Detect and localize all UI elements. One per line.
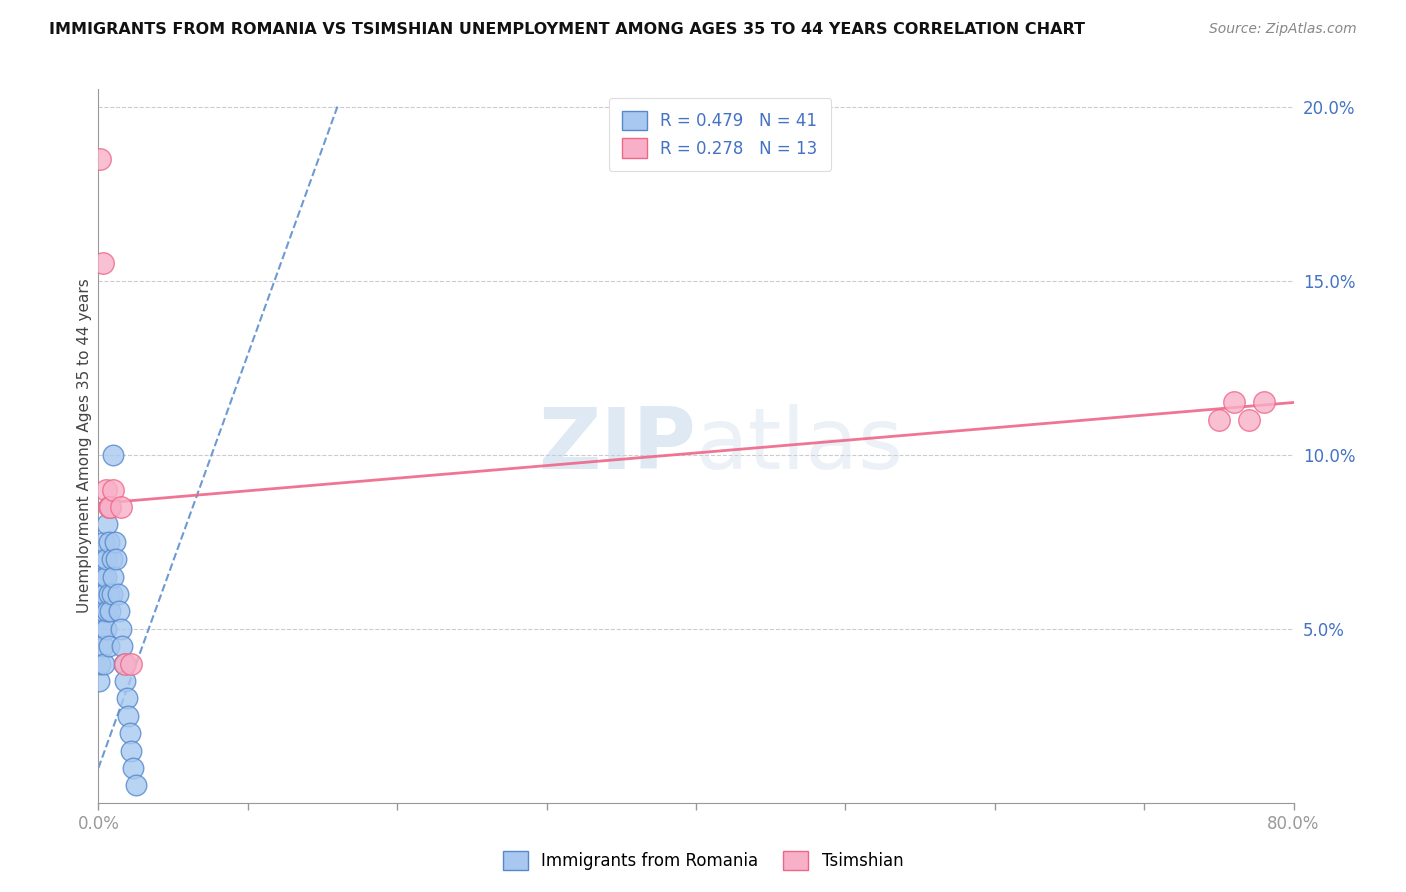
Point <box>115 691 138 706</box>
Point <box>101 552 124 566</box>
Point <box>120 657 142 671</box>
Point <box>121 761 143 775</box>
Text: Source: ZipAtlas.com: Source: ZipAtlas.com <box>1209 22 1357 37</box>
Point <box>103 448 125 462</box>
Point <box>90 552 112 566</box>
Legend: R = 0.479   N = 41, R = 0.278   N = 13: R = 0.479 N = 41, R = 0.278 N = 13 <box>609 97 831 171</box>
Point <box>103 569 125 583</box>
Point <box>91 604 114 618</box>
Point <box>101 587 124 601</box>
Point <box>94 569 117 583</box>
Point <box>104 534 127 549</box>
Point <box>89 604 111 618</box>
Point <box>103 483 125 497</box>
Point <box>107 587 129 601</box>
Point <box>117 708 139 723</box>
Point <box>120 743 142 757</box>
Point <box>125 778 148 792</box>
Text: atlas: atlas <box>696 404 904 488</box>
Point <box>112 657 135 671</box>
Y-axis label: Unemployment Among Ages 35 to 44 years: Unemployment Among Ages 35 to 44 years <box>77 278 91 614</box>
Point <box>96 604 118 618</box>
Point <box>94 483 117 497</box>
Legend: Immigrants from Romania, Tsimshian: Immigrants from Romania, Tsimshian <box>496 844 910 877</box>
Point <box>91 256 114 270</box>
Point <box>90 587 112 601</box>
Point <box>97 534 120 549</box>
Point <box>110 500 132 514</box>
Point <box>90 622 112 636</box>
Point <box>97 500 120 514</box>
Point <box>114 673 136 688</box>
Point <box>111 639 134 653</box>
Text: ZIP: ZIP <box>538 404 696 488</box>
Point <box>89 152 111 166</box>
Point <box>98 604 122 618</box>
Point <box>94 622 117 636</box>
Point <box>94 552 117 566</box>
Point <box>118 726 141 740</box>
Point <box>1223 395 1246 409</box>
Point <box>89 657 111 671</box>
Point <box>98 500 122 514</box>
Point <box>110 622 132 636</box>
Point <box>1237 413 1260 427</box>
Point <box>93 587 115 601</box>
Point <box>97 639 120 653</box>
Point <box>1208 413 1230 427</box>
Point <box>90 569 112 583</box>
Point <box>93 657 115 671</box>
Point <box>91 569 114 583</box>
Point <box>114 657 136 671</box>
Point <box>89 673 111 688</box>
Point <box>97 587 120 601</box>
Text: IMMIGRANTS FROM ROMANIA VS TSIMSHIAN UNEMPLOYMENT AMONG AGES 35 TO 44 YEARS CORR: IMMIGRANTS FROM ROMANIA VS TSIMSHIAN UNE… <box>49 22 1085 37</box>
Point <box>96 517 118 532</box>
Point <box>91 639 114 653</box>
Point <box>1253 395 1275 409</box>
Point <box>108 604 131 618</box>
Point <box>93 534 115 549</box>
Point <box>98 500 122 514</box>
Point <box>105 552 128 566</box>
